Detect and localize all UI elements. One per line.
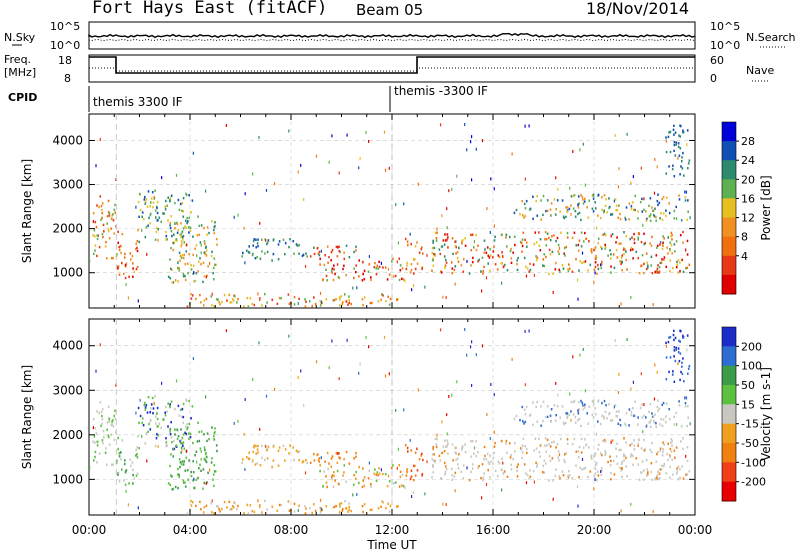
- colorbar-frame: [721, 121, 737, 295]
- data-cells: [89, 123, 691, 308]
- nsearch-tick-top: 10^5: [710, 20, 740, 33]
- colorbar-tick-label: -15: [741, 418, 759, 431]
- colorbar-tick-label: 50: [741, 379, 755, 392]
- colorbar-swatch: [722, 327, 736, 347]
- chart-title: Fort Hays East (fitACF): [92, 0, 328, 18]
- y-tick-label: 1000: [52, 472, 83, 486]
- colorbar-label: Power [dB]: [759, 175, 773, 240]
- nave-tick-bottom: 0: [710, 72, 717, 85]
- colorbar-swatch: [722, 423, 736, 444]
- x-tick-label: 00:00: [678, 523, 713, 537]
- nave-trace: [89, 67, 695, 72]
- nave-tick-top: 60: [710, 54, 724, 67]
- cpid-label: CPID: [8, 91, 37, 104]
- y-tick-label: 3000: [52, 178, 83, 192]
- nsky-label: N.Sky: [4, 31, 36, 44]
- colorbar-tick-label: 100: [741, 360, 762, 373]
- colorbar-tick-label: 200: [741, 340, 762, 353]
- colorbar-swatch: [722, 122, 736, 142]
- heatmap-panel-1: 1000 2000 3000 4000 Slant Range [km] 28 24 20 16…: [20, 113, 773, 309]
- y-tick-label: 4000: [52, 339, 83, 353]
- colorbar-swatch: [722, 255, 736, 276]
- nsky-tick-top: 10^5: [50, 20, 80, 33]
- freq-trace: [89, 56, 695, 74]
- colorbar-swatch: [722, 365, 736, 386]
- date-label: 18/Nov/2014: [586, 0, 690, 18]
- nsearch-label: N.Search: [746, 31, 796, 44]
- colorbar-tick-label: -50: [741, 437, 759, 450]
- x-tick-label: 04:00: [173, 523, 208, 537]
- nsky-tick-bottom: 10^0: [50, 39, 80, 52]
- y-tick-label: 2000: [52, 428, 83, 442]
- colorbar-tick-label: 8: [741, 231, 748, 244]
- nsearch-tick-bottom: 10^0: [710, 39, 740, 52]
- colorbar-tick-label: 20: [741, 173, 755, 186]
- freq-label-1: Freq.: [4, 53, 31, 66]
- x-tick-label: 20:00: [577, 523, 612, 537]
- heatmap-panel-2: 1000 2000 3000 4000 Slant Range [km] 200 100 50…: [20, 318, 773, 516]
- nsky-trace: [88, 32, 696, 39]
- colorbar-tick-label: 15: [741, 398, 755, 411]
- y-axis-label: Slant Range [km]: [20, 365, 34, 469]
- colorbar-swatch: [722, 198, 736, 218]
- colorbar-swatch: [722, 141, 736, 161]
- x-tick-label: 08:00: [274, 523, 309, 537]
- colorbar-swatch: [722, 217, 736, 238]
- colorbar-tick-label: 24: [741, 154, 755, 167]
- x-tick-label: 00:00: [72, 523, 107, 537]
- y-axis-label: Slant Range [km]: [20, 159, 34, 263]
- data-cells: [89, 328, 691, 515]
- y-tick-label: 4000: [52, 133, 83, 147]
- colorbar-swatch: [722, 443, 736, 463]
- colorbar-tick-label: -200: [741, 476, 766, 489]
- y-tick-label: 1000: [52, 266, 83, 280]
- colorbar-swatch: [722, 481, 736, 502]
- colorbar-swatch: [722, 346, 736, 367]
- x-tick-label: 16:00: [476, 523, 511, 537]
- colorbar-tick-label: 16: [741, 192, 755, 205]
- colorbar-label: Velocity [m s-1]: [759, 367, 773, 461]
- freq-panel-frame: [88, 54, 696, 83]
- colorbar-tick-label: 28: [741, 135, 755, 148]
- y-tick-label: 2000: [52, 222, 83, 236]
- x-tick-label: 12:00: [375, 523, 410, 537]
- colorbar-tick-label: -100: [741, 456, 766, 469]
- colorbar-swatch: [722, 236, 736, 257]
- x-axis-label: Time UT: [366, 538, 417, 552]
- colorbar-tick-label: 4: [741, 250, 748, 263]
- colorbar-swatch: [722, 274, 736, 295]
- colorbar-tick-label: 12: [741, 212, 755, 225]
- beam-label: Beam 05: [356, 1, 424, 19]
- colorbar-swatch: [722, 462, 736, 483]
- colorbar-frame: [721, 326, 737, 502]
- freq-tick-top: 18: [58, 54, 72, 67]
- freq-label-2: [MHz]: [4, 66, 36, 79]
- colorbar-swatch: [722, 385, 736, 405]
- colorbar-swatch: [722, 404, 736, 425]
- nsearch-trace: [88, 38, 696, 42]
- cpid-segment-2: themis -3300 IF: [394, 84, 488, 98]
- colorbar-swatch: [722, 160, 736, 180]
- freq-tick-bottom: 8: [64, 72, 71, 85]
- y-tick-label: 3000: [52, 383, 83, 397]
- nave-label: Nave: [746, 64, 774, 77]
- cpid-segment-1: themis 3300 IF: [93, 95, 183, 109]
- colorbar-swatch: [722, 179, 736, 199]
